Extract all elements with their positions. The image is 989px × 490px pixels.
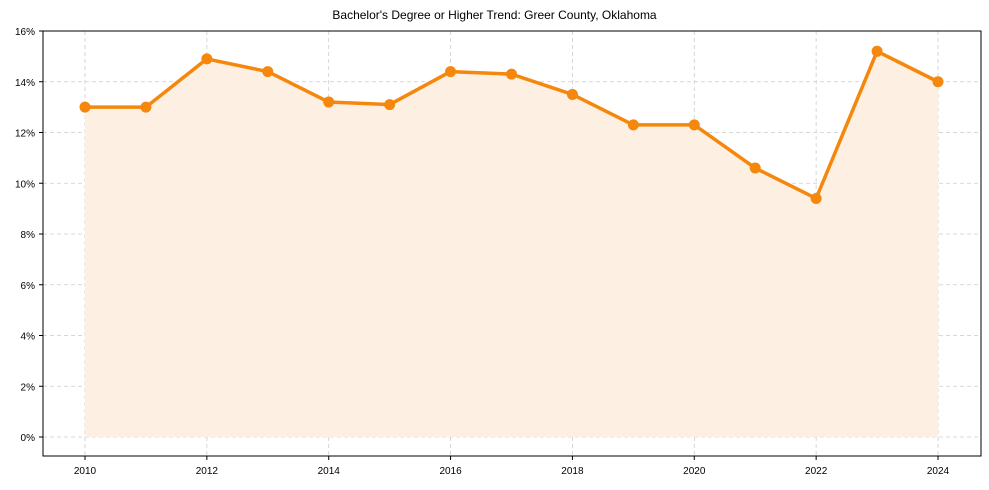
x-tick-label: 2014 bbox=[318, 466, 341, 477]
y-tick-label: 14% bbox=[15, 78, 35, 89]
y-tick-label: 0% bbox=[21, 433, 36, 444]
data-point bbox=[688, 119, 700, 131]
x-tick-label: 2020 bbox=[683, 466, 706, 477]
x-tick-label: 2016 bbox=[439, 466, 462, 477]
data-point bbox=[323, 96, 335, 108]
data-point bbox=[262, 66, 274, 78]
y-tick-label: 6% bbox=[21, 281, 36, 292]
y-axis-ticks: 0% 2% 4% 6% 8% 10% 12% 14% 16% bbox=[15, 27, 43, 444]
x-tick-label: 2018 bbox=[561, 466, 584, 477]
data-point bbox=[201, 53, 213, 65]
x-tick-label: 2022 bbox=[805, 466, 828, 477]
y-tick-label: 8% bbox=[21, 230, 36, 241]
chart-title: Bachelor's Degree or Higher Trend: Greer… bbox=[332, 8, 657, 22]
data-point bbox=[932, 76, 944, 88]
data-point bbox=[140, 101, 152, 113]
x-tick-label: 2024 bbox=[927, 466, 950, 477]
data-point bbox=[871, 45, 883, 57]
x-tick-label: 2010 bbox=[74, 466, 97, 477]
data-markers bbox=[79, 45, 944, 204]
area-fill bbox=[85, 51, 938, 438]
data-point bbox=[79, 101, 91, 113]
data-point bbox=[384, 99, 396, 111]
y-tick-label: 16% bbox=[15, 27, 35, 38]
plot-frame bbox=[42, 30, 982, 457]
data-point bbox=[566, 88, 578, 100]
y-tick-label: 2% bbox=[21, 382, 36, 393]
data-point bbox=[810, 192, 822, 204]
y-tick-label: 4% bbox=[21, 332, 36, 343]
data-point bbox=[445, 66, 457, 78]
x-tick-label: 2012 bbox=[196, 466, 219, 477]
data-point bbox=[749, 162, 761, 174]
y-tick-label: 12% bbox=[15, 129, 35, 140]
data-point bbox=[506, 68, 517, 80]
data-point bbox=[627, 119, 639, 131]
x-axis-ticks: 2010 2012 2014 2016 2018 2020 2022 2024 bbox=[74, 456, 950, 477]
y-tick-label: 10% bbox=[15, 179, 35, 190]
